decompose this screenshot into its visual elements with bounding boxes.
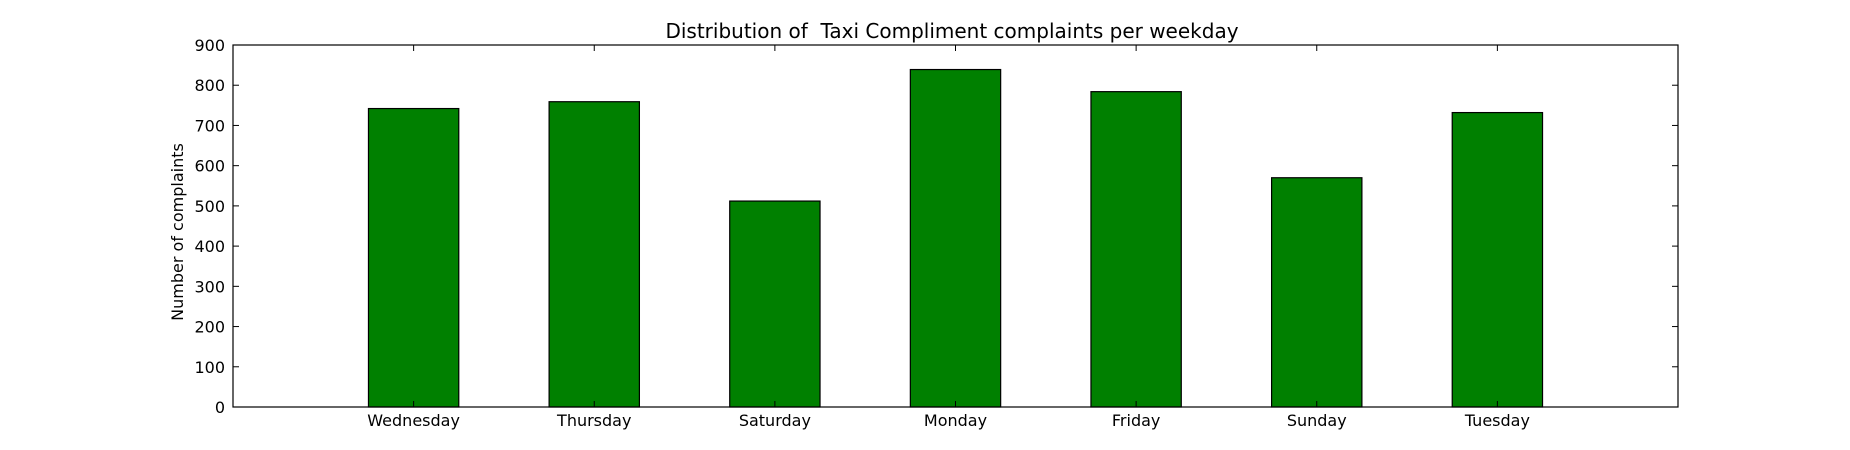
y-tick-label-400: 400 [194, 237, 225, 256]
y-tick-label-900: 900 [194, 36, 225, 55]
bar-thursday [548, 101, 641, 408]
y-axis-label: Number of complaints [168, 143, 187, 321]
x-tick-label-tuesday: Tuesday [1464, 411, 1530, 430]
x-tick-label-saturday: Saturday [739, 411, 811, 430]
chart-title: Distribution of Taxi Compliment complain… [665, 19, 1238, 43]
y-axis-ticks: 0 100 200 300 400 500 600 700 800 900 [194, 36, 1678, 417]
y-tick-label-200: 200 [194, 318, 225, 337]
x-tick-label-monday: Monday [924, 411, 987, 430]
bar-friday [1090, 91, 1182, 408]
bar-tuesday [1451, 111, 1544, 408]
bar-saturday [729, 200, 821, 408]
bar-sunday [1270, 177, 1363, 408]
bar-wednesday [367, 107, 460, 408]
bar-monday [909, 68, 1002, 408]
y-tick-label-100: 100 [194, 358, 225, 377]
y-tick-label-500: 500 [194, 197, 225, 216]
y-tick-label-800: 800 [194, 76, 225, 95]
y-tick-label-700: 700 [194, 116, 225, 135]
plot-frame [232, 44, 1679, 408]
y-tick-label-0: 0 [215, 398, 225, 417]
y-tick-label-300: 300 [194, 277, 225, 296]
x-tick-label-wednesday: Wednesday [367, 411, 460, 430]
x-tick-label-sunday: Sunday [1287, 411, 1347, 430]
x-tick-label-thursday: Thursday [556, 411, 631, 430]
x-axis-ticks: Wednesday Thursday Saturday Monday Friday Sun… [367, 45, 1530, 430]
y-tick-label-600: 600 [194, 157, 225, 176]
bars-group [367, 68, 1544, 408]
x-tick-label-friday: Friday [1112, 411, 1161, 430]
